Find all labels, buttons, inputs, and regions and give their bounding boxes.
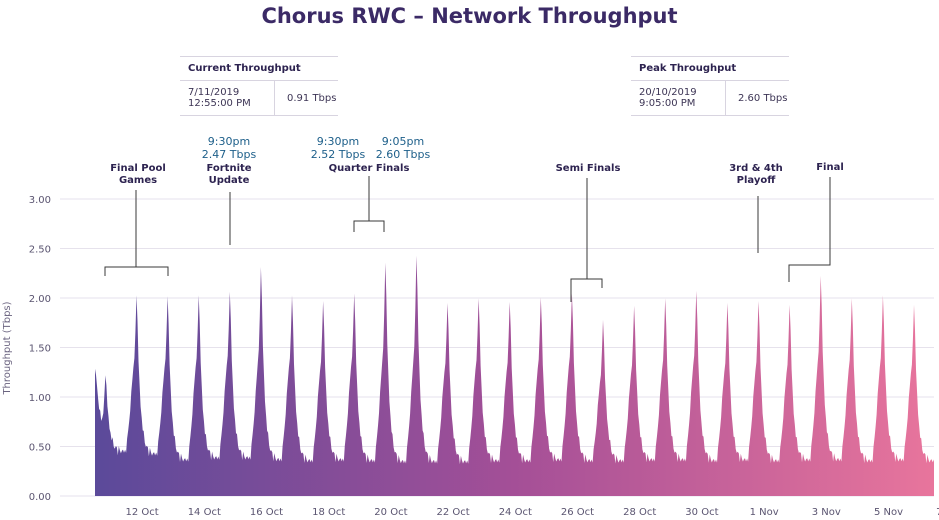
y-axis-ticks: 0.00 0.50 1.00 1.50 2.00 2.50 3.00	[29, 195, 51, 503]
x-tick-label: 16 Oct	[250, 507, 283, 518]
quarter-finals-bracket	[353, 220, 385, 232]
final-label: Final	[816, 162, 844, 173]
y-tick-label: 0.50	[29, 443, 51, 454]
semi-finals-bracket	[570, 278, 603, 302]
peak-date: 20/10/2019	[639, 87, 697, 98]
x-tick-label: 20 Oct	[374, 507, 407, 518]
x-tick-label: 28 Oct	[623, 507, 656, 518]
x-tick-label: 30 Oct	[685, 507, 718, 518]
x-tick-label: 5 Nov	[874, 507, 903, 518]
quarter-finals-label: Quarter Finals	[329, 163, 410, 174]
x-tick-label: 12 Oct	[125, 507, 158, 518]
x-tick-label: 18 Oct	[312, 507, 345, 518]
peak-throughput-row: 20/10/2019 9:05:00 PM 2.60 Tbps	[631, 81, 789, 116]
x-tick-label: 26 Oct	[561, 507, 594, 518]
page-title: Chorus RWC – Network Throughput	[261, 4, 678, 28]
y-tick-label: 3.00	[29, 195, 51, 206]
final-pool-label-2: Games	[119, 175, 157, 186]
peak-throughput-datetime: 20/10/2019 9:05:00 PM	[631, 81, 726, 115]
x-tick-label: 24 Oct	[499, 507, 532, 518]
current-time: 12:55:00 PM	[188, 98, 251, 109]
peak-throughput-box: Peak Throughput 20/10/2019 9:05:00 PM 2.…	[631, 56, 789, 116]
qf-time-2: 9:05pm	[382, 135, 424, 148]
qf-value-1: 2.52 Tbps	[311, 148, 366, 161]
current-throughput-row: 7/11/2019 12:55:00 PM 0.91 Tbps	[180, 81, 338, 116]
y-tick-label: 2.00	[29, 294, 51, 305]
playoff-label-2: Playoff	[737, 175, 777, 186]
y-tick-label: 1.50	[29, 344, 51, 355]
qf-value-2: 2.60 Tbps	[376, 148, 431, 161]
x-tick-label: 3 Nov	[812, 507, 841, 518]
final-pool-label-1: Final Pool	[110, 163, 166, 174]
current-date: 7/11/2019	[188, 87, 240, 98]
fortnite-label-2: Update	[209, 175, 250, 186]
peak-throughput-header: Peak Throughput	[631, 56, 789, 81]
playoff-label-1: 3rd & 4th	[729, 163, 783, 174]
current-throughput-value: 0.91 Tbps	[287, 92, 337, 104]
current-throughput-datetime: 7/11/2019 12:55:00 PM	[180, 81, 275, 115]
x-tick-label: 1 Nov	[750, 507, 779, 518]
fortnite-label-1: Fortnite	[206, 163, 251, 174]
x-tick-label: 7 Nov	[936, 507, 939, 518]
peak-time: 9:05:00 PM	[639, 98, 696, 109]
semi-finals-label: Semi Finals	[556, 163, 621, 174]
final-pool-bracket	[104, 266, 169, 276]
y-tick-label: 0.00	[29, 492, 51, 503]
y-axis-label: Throughput (Tbps)	[2, 301, 13, 395]
y-tick-label: 1.00	[29, 393, 51, 404]
x-tick-label: 22 Oct	[436, 507, 469, 518]
x-tick-label: 14 Oct	[188, 507, 221, 518]
current-throughput-box: Current Throughput 7/11/2019 12:55:00 PM…	[180, 56, 338, 116]
y-tick-label: 2.50	[29, 245, 51, 256]
final-leader	[788, 177, 831, 282]
throughput-area	[95, 255, 934, 496]
current-throughput-header: Current Throughput	[180, 56, 338, 81]
qf-time-1: 9:30pm	[317, 135, 359, 148]
peak-throughput-value: 2.60 Tbps	[738, 92, 788, 104]
x-axis-ticks: 12 Oct 14 Oct 16 Oct 18 Oct 20 Oct 22 Oct 24 O…	[125, 507, 939, 518]
annotation-connectors	[104, 176, 831, 302]
fortnite-time: 9:30pm	[208, 135, 250, 148]
fortnite-value: 2.47 Tbps	[202, 148, 257, 161]
